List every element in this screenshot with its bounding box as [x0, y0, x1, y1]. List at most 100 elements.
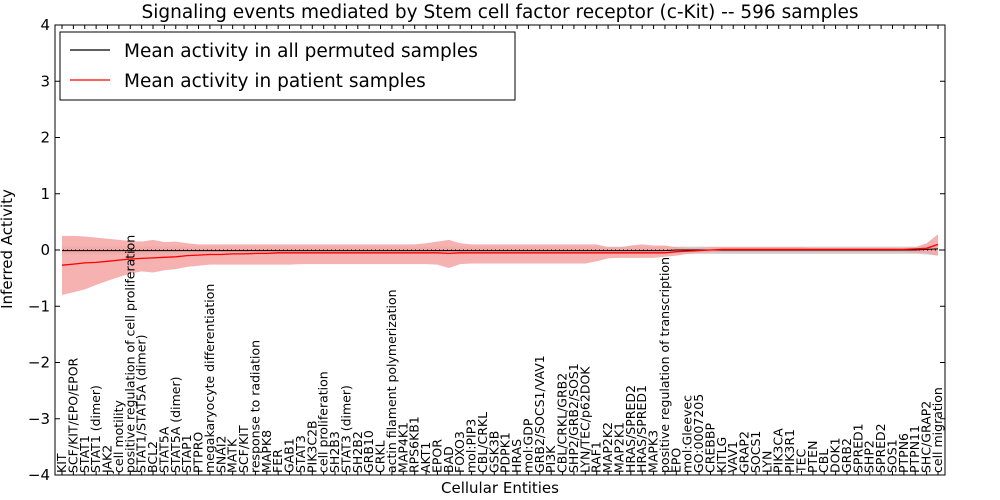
x-tick-label: cell motility [111, 399, 126, 473]
x-tick-label: KIT [54, 453, 69, 473]
x-tick-label: PIK3CA [771, 428, 786, 473]
x-tick-label: positive regulation of cell proliferatio… [122, 235, 137, 473]
y-tick-label: 0 [40, 241, 50, 259]
x-tick-label: AKT1 [418, 442, 433, 473]
x-axis-ticks [61, 25, 939, 475]
x-tick-label: SNAI2 [213, 436, 228, 473]
y-tick-label: −2 [28, 354, 50, 372]
x-tick-label: PDPK1 [498, 432, 513, 473]
x-tick-label: PIK3R1 [782, 429, 797, 473]
x-tick-label: MAP2K2 [600, 422, 615, 473]
x-tick-label: STAT5A (dimer) [168, 377, 183, 473]
x-tick-label: HRAS/SPRED1 [634, 385, 649, 473]
legend-label-patient: Mean activity in patient samples [124, 71, 426, 92]
x-tick-label: EPOR [429, 439, 444, 473]
confidence-bands [62, 234, 938, 295]
x-tick-label: cell migration [930, 387, 945, 473]
x-tick-label: MAP4K1 [395, 422, 410, 473]
x-tick-label: SCF/KIT/EPO/EPOR [65, 357, 80, 473]
x-tick-label: STAT3 (dimer) [338, 385, 353, 473]
x-tick-label: positive regulation of transcription [657, 257, 672, 473]
x-tick-label: GAB1 [282, 438, 297, 473]
y-tick-label: 3 [40, 72, 50, 90]
x-tick-label: CBL/CRKL [475, 412, 490, 473]
x-tick-label: SH2B2 [350, 431, 365, 473]
y-tick-label: −3 [28, 410, 50, 428]
x-tick-label: SOS1 [885, 439, 900, 473]
x-tick-label: STAT1 (dimer) [88, 385, 103, 473]
x-tick-label: CBL/CRKL/GRB2 [555, 373, 570, 473]
x-tick-label: TEC [794, 448, 809, 474]
x-tick-label: PTEN [805, 441, 820, 473]
x-tick-label: GRB2 [839, 438, 854, 473]
y-tick-label: −1 [28, 297, 50, 315]
y-tick-label: 1 [40, 185, 50, 203]
series-line-patient [61, 243, 939, 266]
x-tick-label: CRKL [373, 440, 388, 473]
x-tick-label: SOCS1 [748, 431, 763, 473]
x-tick-label: EPO [668, 448, 683, 473]
x-tick-label: JAK2 [100, 445, 115, 474]
y-axis-ticks: −4 −3 −2 −1 0 1 2 3 4 [28, 16, 945, 484]
x-tick-label: STAT1 [77, 435, 92, 473]
x-tick-label: cell proliferation [316, 371, 331, 473]
x-axis-label: Cellular Entities [441, 479, 559, 497]
x-tick-label: STAT1/STAT5A (dimer) [134, 335, 149, 473]
x-tick-label: PIK3C2B [304, 420, 319, 473]
x-tick-label: LYN [759, 451, 774, 473]
x-tick-label: MATK [225, 438, 240, 473]
x-tick-label: BCL2 [145, 441, 160, 473]
x-tick-label: FOXO3 [452, 431, 467, 473]
band-patient [62, 234, 938, 295]
y-tick-label: 4 [40, 16, 50, 34]
x-tick-label: HRAS [509, 439, 524, 473]
x-tick-label: SPRED1 [850, 423, 865, 473]
x-tick-label: FER [270, 449, 285, 473]
y-tick-label: −4 [28, 466, 50, 484]
x-tick-label: DOK1 [828, 437, 843, 473]
x-tick-label: actin filament polymerization [384, 289, 399, 473]
x-tick-label: STAT3 [293, 435, 308, 473]
plot-frame [54, 24, 946, 476]
x-tick-label: MAPK8 [259, 430, 274, 473]
x-tick-label: SCF/KIT [236, 425, 251, 473]
x-tick-label: STAP1 [179, 434, 194, 473]
x-tick-label: mol:Gleevec [680, 395, 695, 473]
x-tick-label: RPS6KB1 [407, 416, 422, 473]
legend-label-permuted: Mean activity in all permuted samples [124, 41, 478, 62]
legend: Mean activity in all permuted samples Me… [59, 31, 516, 101]
legend-box [59, 31, 516, 101]
x-tick-label: STAT5A [156, 426, 171, 473]
x-tick-label: GRB2/SOCS1/VAV1 [532, 355, 547, 473]
x-tick-label: MAP2K1 [612, 422, 627, 473]
x-tick-label: HRAS/SPRED2 [623, 385, 638, 473]
x-tick-label: GRB10 [361, 430, 376, 473]
y-tick-label: 2 [40, 129, 50, 147]
x-tick-label: megakaryocyte differentiation [202, 284, 217, 473]
y-axis-label: Inferred Activity [0, 189, 16, 309]
x-tick-label: GO:0007205 [691, 394, 706, 473]
x-tick-label: LYN/TEC/p62DOK [577, 366, 592, 473]
x-tick-label: SHP2 [862, 440, 877, 473]
x-tick-label: MAPK3 [646, 430, 661, 473]
x-tick-label: mol:GDP [520, 418, 535, 473]
x-tick-label: PTPN11 [907, 425, 922, 473]
x-tick-label: VAV1 [725, 441, 740, 473]
x-tick-label: SHP2/GRB2/SOS1 [566, 363, 581, 473]
x-tick-label: GSK3B [486, 431, 501, 473]
x-tick-label: GRAP2 [737, 431, 752, 473]
x-tick-label: PTPRO [191, 432, 206, 473]
x-tick-label: response to radiation [247, 340, 262, 473]
x-tick-label: PTPN6 [896, 433, 911, 473]
x-tick-label: BAD [441, 446, 456, 473]
x-tick-label: RAF1 [589, 441, 604, 473]
series-lines [61, 243, 939, 266]
x-tick-label: PI3K [543, 445, 558, 473]
x-tick-label: CREBBP [703, 423, 718, 473]
x-tick-label: KITLG [714, 437, 729, 473]
chart-title: Signaling events mediated by Stem cell f… [141, 2, 858, 23]
x-tick-label: SPRED2 [873, 423, 888, 473]
x-tick-label: SH2B3 [327, 431, 342, 473]
